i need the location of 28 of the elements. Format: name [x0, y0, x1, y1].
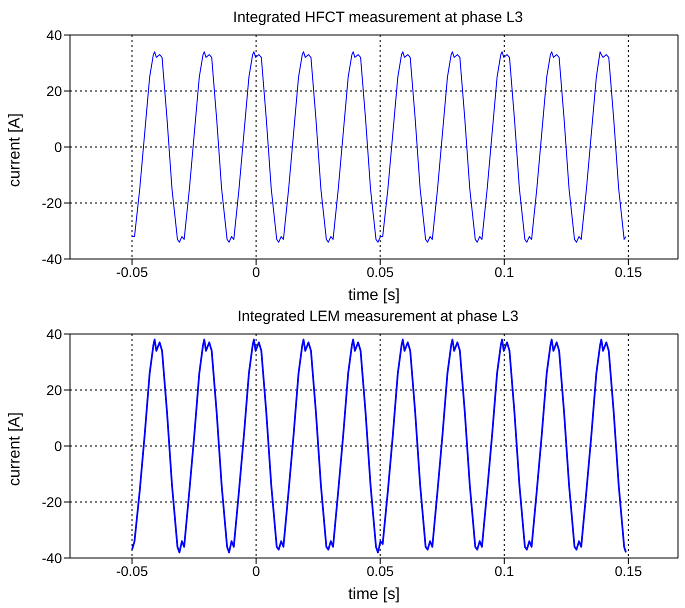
- y-tick-label: 20: [46, 82, 62, 99]
- x-tick-label: -0.05: [116, 562, 148, 579]
- y-tick-label: -20: [42, 494, 62, 510]
- y-tick-label: -20: [42, 194, 62, 211]
- x-tick-label: 0.1: [494, 562, 514, 579]
- x-tick-label: 0: [252, 264, 260, 280]
- x-tick-label: 0.15: [614, 264, 642, 280]
- x-tick-label: -0.05: [116, 264, 148, 280]
- y-axis-title: current [A]: [6, 412, 24, 486]
- chart-title: Integrated LEM measurement at phase L3: [236, 307, 520, 327]
- y-tick-label: -40: [42, 550, 62, 566]
- x-tick-label: 0: [252, 562, 260, 579]
- line-series: [132, 51, 626, 243]
- x-axis-title: time [s]: [348, 586, 400, 603]
- y-tick-label: 20: [46, 382, 62, 398]
- y-tick-label: 0: [54, 438, 62, 454]
- x-axis-title: time [s]: [348, 287, 400, 304]
- y-axis-title: current [A]: [6, 113, 24, 187]
- y-tick-label: 40: [46, 26, 62, 43]
- y-tick-label: -40: [42, 250, 62, 267]
- x-tick-label: 0.05: [366, 264, 394, 280]
- x-tick-label: 0.05: [366, 562, 394, 579]
- y-tick-label: 40: [46, 326, 62, 342]
- line-series: [131, 338, 627, 554]
- x-tick-label: 0.1: [494, 264, 514, 280]
- chart-title: Integrated HFCT measurement at phase L3: [232, 8, 524, 28]
- x-tick-label: 0.15: [614, 562, 642, 579]
- y-tick-label: 0: [54, 138, 62, 155]
